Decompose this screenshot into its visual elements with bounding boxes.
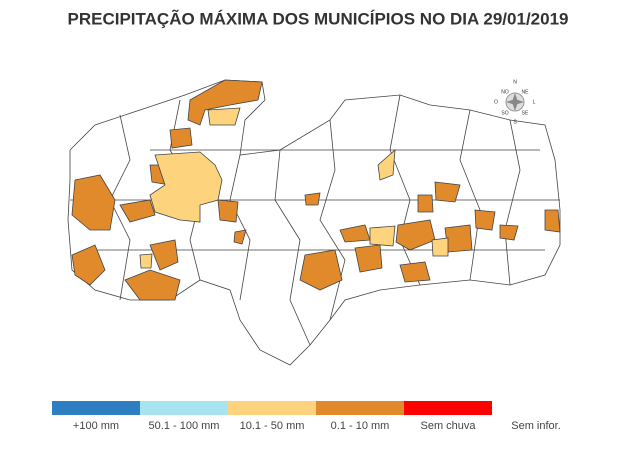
state-map [67,79,561,366]
legend-label: Sem chuva [420,420,476,432]
compass-needle [506,93,524,111]
compass-label: S [513,119,517,125]
legend-label: 0.1 - 10 mm [331,420,390,432]
state-outline [67,79,561,366]
legend-swatch [492,401,580,415]
legend-label: Sem infor. [511,420,561,432]
legend: +100 mm 50.1 - 100 mm 10.1 - 50 mm 0.1 - 10… [52,401,580,432]
compass-label: L [533,99,536,105]
legend-swatch [316,401,404,415]
rain-mid [139,107,449,269]
compass-label: SE [522,110,529,116]
compass-label: SO [501,110,508,116]
legend-swatch [52,401,140,415]
compass-label: NE [522,89,530,95]
map-title: PRECIPITAÇÃO MÁXIMA DOS MUNICÍPIOS NO DI… [68,8,569,28]
compass [505,92,525,112]
legend-swatch [228,401,316,415]
legend-swatch [404,401,492,415]
compass-label: N [513,79,517,85]
legend-label: +100 mm [73,420,119,432]
rain-low [71,79,561,301]
legend-swatch [140,401,228,415]
legend-label: 10.1 - 50 mm [240,420,305,432]
legend-label: 50.1 - 100 mm [149,420,220,432]
compass-labels: N NO NE O L SO SE S [494,79,536,125]
compass-label: NO [501,89,509,95]
compass-label: O [494,99,498,105]
